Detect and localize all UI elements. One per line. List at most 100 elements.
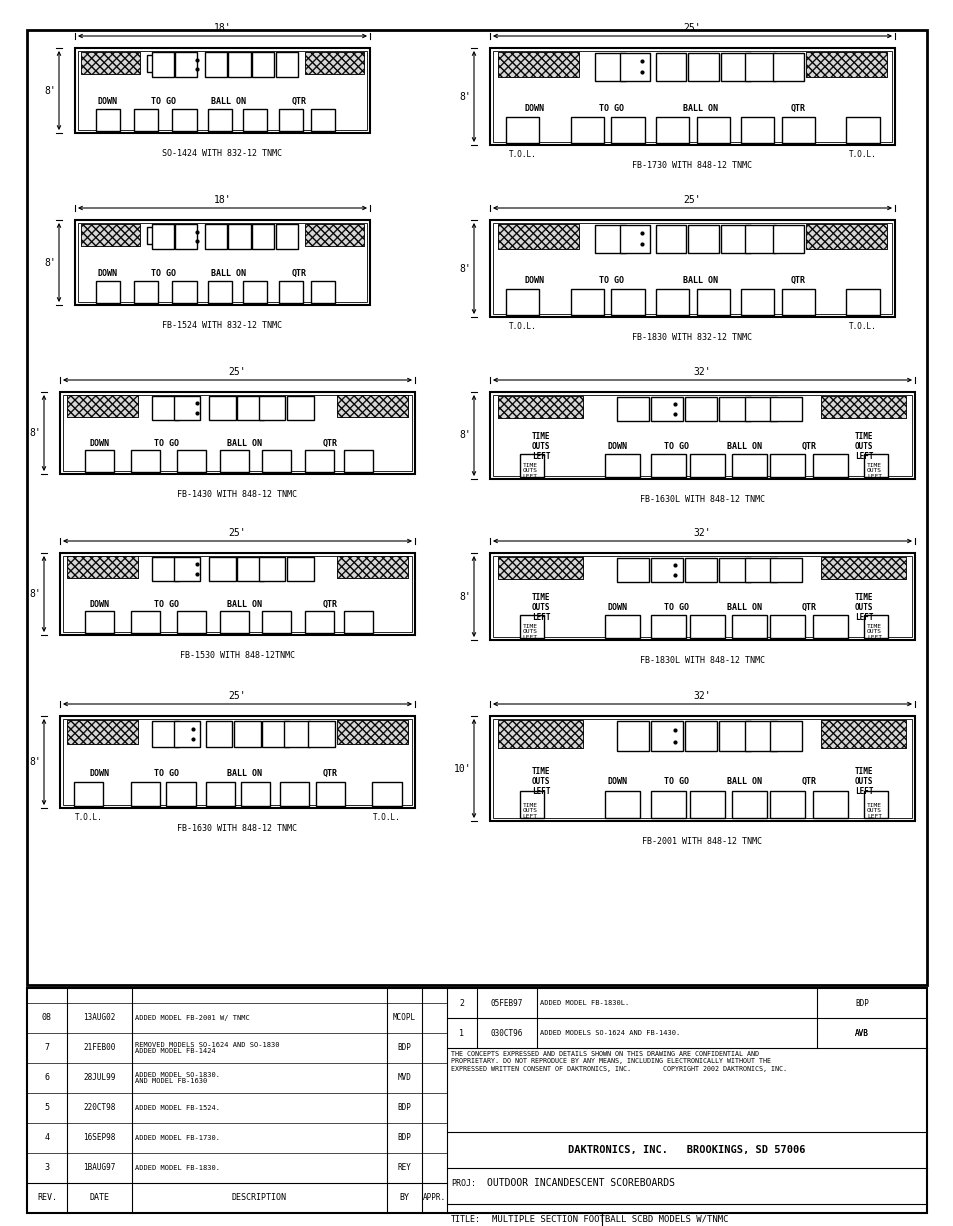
Bar bbox=[685, 396, 717, 422]
Bar bbox=[133, 109, 158, 131]
Bar bbox=[344, 612, 373, 633]
Bar bbox=[770, 791, 804, 819]
Bar bbox=[85, 450, 113, 472]
Text: 25': 25' bbox=[229, 528, 246, 538]
Bar bbox=[311, 281, 335, 303]
Bar bbox=[67, 720, 138, 744]
Text: TIME
OUTS
LEFT: TIME OUTS LEFT bbox=[866, 462, 882, 478]
Bar bbox=[571, 289, 603, 315]
Bar bbox=[493, 395, 911, 476]
Bar bbox=[219, 450, 249, 472]
Bar bbox=[67, 396, 138, 417]
Text: 25': 25' bbox=[683, 23, 700, 33]
Text: 32': 32' bbox=[693, 691, 711, 701]
Bar bbox=[821, 721, 905, 748]
Bar bbox=[611, 116, 644, 142]
Text: FB-1630L WITH 848-12 TNMC: FB-1630L WITH 848-12 TNMC bbox=[639, 495, 764, 504]
Text: BDP: BDP bbox=[397, 1134, 411, 1143]
Bar bbox=[258, 558, 285, 581]
Bar bbox=[372, 781, 401, 805]
Bar bbox=[262, 450, 292, 472]
Bar bbox=[305, 223, 364, 245]
Text: TIME
OUTS
LEFT: TIME OUTS LEFT bbox=[854, 433, 872, 461]
Bar bbox=[497, 51, 578, 77]
Text: PROJ:: PROJ: bbox=[451, 1178, 476, 1188]
Bar bbox=[498, 557, 583, 579]
Bar bbox=[863, 791, 887, 819]
Text: TO GO: TO GO bbox=[598, 276, 623, 286]
Text: 2: 2 bbox=[459, 998, 464, 1008]
Bar bbox=[287, 396, 314, 419]
Bar bbox=[719, 558, 751, 582]
Text: FB-1530 WITH 848-12TNMC: FB-1530 WITH 848-12TNMC bbox=[180, 651, 294, 660]
Bar bbox=[720, 226, 750, 253]
Text: 28JUL99: 28JUL99 bbox=[83, 1074, 115, 1083]
Bar bbox=[336, 396, 408, 417]
Text: AVB: AVB bbox=[854, 1029, 868, 1037]
Bar bbox=[336, 396, 408, 417]
Text: REY: REY bbox=[397, 1163, 411, 1172]
Bar bbox=[175, 224, 197, 249]
Bar bbox=[208, 281, 232, 303]
Bar bbox=[604, 791, 639, 819]
Bar bbox=[720, 53, 750, 81]
Bar bbox=[241, 781, 270, 805]
Bar bbox=[237, 396, 264, 419]
Text: TIME
OUTS
LEFT: TIME OUTS LEFT bbox=[866, 624, 882, 640]
Text: 05FEB97: 05FEB97 bbox=[490, 998, 522, 1008]
Bar bbox=[845, 289, 879, 315]
Text: T.O.L.: T.O.L. bbox=[508, 150, 536, 159]
Text: TO GO: TO GO bbox=[153, 439, 179, 447]
Text: QTR: QTR bbox=[292, 268, 306, 277]
Text: BALL ON: BALL ON bbox=[211, 268, 246, 277]
Text: 8': 8' bbox=[44, 257, 56, 267]
Bar bbox=[821, 557, 905, 579]
Bar bbox=[305, 223, 364, 245]
Bar bbox=[305, 612, 334, 633]
Bar bbox=[252, 53, 274, 77]
Text: 1: 1 bbox=[459, 1029, 464, 1037]
Text: QTR: QTR bbox=[322, 439, 337, 447]
Text: TIME
OUTS
LEFT: TIME OUTS LEFT bbox=[522, 462, 537, 478]
Bar bbox=[81, 223, 140, 245]
Bar bbox=[60, 553, 415, 635]
Bar bbox=[498, 721, 583, 748]
Text: 25': 25' bbox=[683, 195, 700, 205]
Bar bbox=[685, 721, 717, 752]
Bar bbox=[506, 116, 538, 142]
Bar bbox=[228, 53, 251, 77]
Bar bbox=[493, 223, 891, 314]
Bar bbox=[490, 553, 914, 640]
Text: DOWN: DOWN bbox=[89, 600, 109, 609]
Bar bbox=[308, 721, 335, 747]
Text: APPR.: APPR. bbox=[422, 1193, 446, 1203]
Text: ADDED MODEL FB-1524.: ADDED MODEL FB-1524. bbox=[135, 1105, 220, 1111]
Text: BDP: BDP bbox=[854, 998, 868, 1008]
Text: QTR: QTR bbox=[789, 104, 804, 113]
Bar bbox=[278, 281, 302, 303]
Bar bbox=[611, 289, 644, 315]
Bar bbox=[617, 558, 649, 582]
Bar bbox=[571, 116, 603, 142]
Text: FB-1730 WITH 848-12 TNMC: FB-1730 WITH 848-12 TNMC bbox=[632, 161, 752, 170]
Bar bbox=[205, 224, 227, 249]
Bar bbox=[315, 781, 344, 805]
Text: ADDED MODEL FB-1730.: ADDED MODEL FB-1730. bbox=[135, 1135, 220, 1141]
Text: 3: 3 bbox=[45, 1163, 50, 1172]
Bar bbox=[604, 615, 639, 638]
Text: MVD: MVD bbox=[397, 1074, 411, 1083]
Text: 08: 08 bbox=[42, 1014, 52, 1022]
Text: 5: 5 bbox=[45, 1103, 50, 1112]
Bar bbox=[152, 224, 173, 249]
Bar bbox=[27, 988, 926, 1213]
Bar bbox=[205, 53, 227, 77]
Text: 8': 8' bbox=[458, 430, 471, 440]
Text: REMOVED MODELS SO-1624 AND SO-1830
ADDED MODEL FB-1424: REMOVED MODELS SO-1624 AND SO-1830 ADDED… bbox=[135, 1042, 279, 1054]
Bar bbox=[147, 227, 163, 244]
Text: FB-1830 WITH 832-12 TNMC: FB-1830 WITH 832-12 TNMC bbox=[632, 333, 752, 342]
Bar bbox=[490, 392, 914, 479]
Bar bbox=[74, 781, 103, 805]
Bar bbox=[493, 51, 891, 142]
Bar bbox=[81, 51, 140, 74]
Bar bbox=[651, 615, 685, 638]
